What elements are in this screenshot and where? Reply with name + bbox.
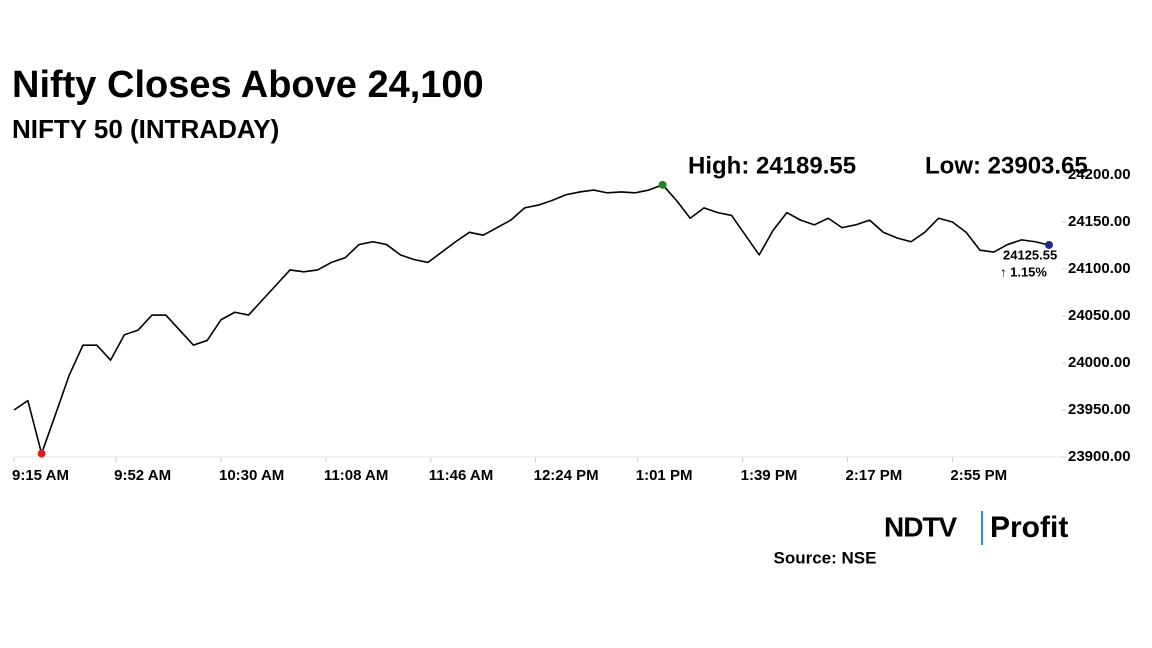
x-tick-label: 11:08 AM [324, 467, 388, 484]
price-line [13, 184, 1050, 455]
chart-subtitle: NIFTY 50 (INTRADAY) [12, 114, 279, 144]
high-marker [658, 180, 667, 189]
x-tick-label: 2:55 PM [950, 467, 1007, 484]
logo-profit: Profit [990, 511, 1068, 544]
y-tick-label: 23900.00 [1068, 448, 1131, 465]
x-tick-label: 2:17 PM [846, 467, 903, 484]
y-tick-label: 24200.00 [1068, 166, 1131, 183]
change-label: ↑ 1.15% [1000, 264, 1047, 279]
y-tick-label: 24150.00 [1068, 213, 1131, 230]
y-tick-label: 23950.00 [1068, 401, 1131, 418]
last-marker [1045, 240, 1053, 249]
logo-ndtv: NDTV [884, 511, 958, 542]
last-label: 24125.55 [1003, 247, 1057, 262]
x-tick-label: 11:46 AM [429, 467, 493, 484]
x-tick-label: 12:24 PM [534, 467, 599, 484]
x-tick-label: 1:39 PM [741, 467, 798, 484]
high-label: High: 24189.55 [688, 152, 856, 179]
x-tick-label: 9:15 AM [12, 467, 69, 484]
y-tick-label: 24100.00 [1068, 260, 1131, 277]
y-tick-label: 24000.00 [1068, 354, 1131, 371]
x-tick-label: 9:52 AM [114, 467, 171, 484]
chart-title: Nifty Closes Above 24,100 [12, 64, 484, 106]
low-label: Low: 23903.65 [925, 152, 1088, 179]
y-tick-label: 24050.00 [1068, 307, 1131, 324]
x-tick-label: 1:01 PM [636, 467, 693, 484]
logo-divider [981, 511, 983, 545]
x-tick-label: 10:30 AM [219, 467, 284, 484]
source: Source: NSE [774, 548, 877, 567]
low-marker [37, 449, 46, 458]
